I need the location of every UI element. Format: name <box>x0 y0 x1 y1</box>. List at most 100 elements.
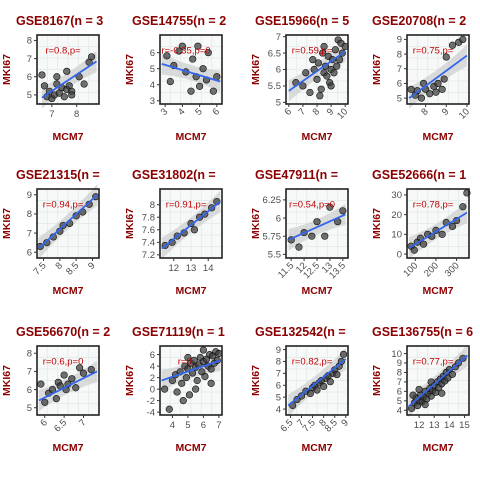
data-point <box>448 41 457 49</box>
y-tick-label: 6.5 <box>268 48 281 59</box>
x-tick-label: 8 <box>419 106 431 118</box>
data-point <box>63 67 71 75</box>
regression-line <box>161 200 221 250</box>
panel-title: GSE56670(n = 2 <box>16 325 110 339</box>
data-point <box>68 375 76 383</box>
data-point <box>178 42 186 50</box>
data-point <box>320 382 328 391</box>
y-tick-label: 4 <box>150 80 155 91</box>
data-point <box>317 85 325 93</box>
x-axis-label: MCM7 <box>423 442 454 454</box>
y-tick-label: 9 <box>397 35 402 46</box>
x-tick-label: 9 <box>325 106 337 118</box>
x-tick-label: 7.5 <box>32 260 49 277</box>
x-tick-label: 10 <box>457 106 472 121</box>
y-tick-label: 8 <box>276 357 281 368</box>
x-tick-label: 6 <box>210 106 222 118</box>
x-tick-label: 9 <box>339 417 351 429</box>
data-point <box>407 85 415 93</box>
y-tick-label: 10 <box>391 349 402 360</box>
x-tick-label: 13 <box>429 420 440 431</box>
y-tick-label: 7 <box>397 377 402 388</box>
correlation-label: r=0.78,p= <box>413 200 454 211</box>
data-point <box>459 35 467 44</box>
x-tick-label: 14 <box>203 263 214 274</box>
y-tick-label: 9 <box>276 345 281 356</box>
data-point <box>306 389 314 398</box>
data-point <box>163 52 171 60</box>
y-tick-label: 30 <box>391 190 402 201</box>
data-point <box>185 391 194 399</box>
y-axis-label: MKI67 <box>124 365 136 396</box>
y-tick-label: -4 <box>147 407 155 418</box>
y-tick-label: 7 <box>27 54 32 65</box>
panel-border <box>159 34 223 105</box>
data-point <box>161 385 169 393</box>
y-axis-label: MKI67 <box>124 54 136 85</box>
data-point <box>201 372 209 381</box>
x-axis-label: MCM7 <box>302 285 333 297</box>
data-point <box>440 75 448 83</box>
data-point <box>193 376 201 385</box>
x-tick-label: 11.5 <box>276 260 296 280</box>
panel-3: r=0.59,p=55.566.576 7 8 910MCM7MKI67GSE1596… <box>250 14 350 143</box>
x-tick-label: 5 <box>193 106 205 118</box>
data-point <box>189 55 197 63</box>
x-tick-label: 10 <box>335 106 350 121</box>
y-axis-label: MKI67 <box>371 365 383 396</box>
x-tick-label: 13 <box>186 263 197 274</box>
y-tick-label: 20 <box>391 210 402 221</box>
x-tick-label: 4 <box>176 106 188 118</box>
y-tick-label: 7.6 <box>142 225 155 236</box>
x-axis-label: MCM7 <box>53 442 84 454</box>
y-tick-label: 6 <box>27 385 32 396</box>
x-axis-label: MCM7 <box>176 131 207 143</box>
x-tick-label: 200 <box>422 260 441 279</box>
y-tick-label: 6 <box>397 79 402 90</box>
data-point <box>421 401 429 409</box>
data-point <box>442 53 450 61</box>
x-axis-label: MCM7 <box>53 285 84 297</box>
x-axis-label: MCM7 <box>176 442 207 454</box>
correlation-label: r=0.94,p= <box>43 200 84 211</box>
x-tick-label: 7.5 <box>301 417 318 434</box>
y-axis-label: MKI67 <box>371 54 383 85</box>
y-tick-label: 6.25 <box>263 195 282 206</box>
y-tick-label: 7 <box>276 369 281 380</box>
regression-line <box>407 354 469 408</box>
data-point <box>87 366 95 374</box>
data-point <box>199 346 207 354</box>
correlation-label: r=0.82,p= <box>292 357 333 368</box>
y-axis-label: MKI67 <box>1 54 13 85</box>
correlation-label: r=0.91,p= <box>166 200 207 211</box>
y-axis-label: MKI67 <box>250 208 262 239</box>
data-point <box>302 69 310 77</box>
panel-title: GSE52666(n = 1 <box>372 168 466 182</box>
panel-title: GSE31802(n = <box>132 168 216 182</box>
panel-title: GSE20708(n = 2 <box>372 14 466 28</box>
x-tick-label: 7 <box>295 417 307 429</box>
data-point <box>196 82 204 90</box>
x-tick-label: 6.5 <box>52 417 69 434</box>
data-point <box>182 374 190 382</box>
panel-title: GSE14755(n = 2 <box>132 14 226 28</box>
panel-border <box>36 345 100 416</box>
x-tick-label: 8.5 <box>323 417 340 434</box>
data-point <box>194 42 202 50</box>
regression-line <box>38 194 98 250</box>
x-tick-label: 14 <box>444 420 455 431</box>
data-point <box>60 93 68 101</box>
data-point <box>40 82 49 90</box>
data-point <box>179 397 187 405</box>
data-point <box>438 85 446 93</box>
regression-line <box>161 63 221 83</box>
panel-border <box>285 345 349 416</box>
x-axis-label: MCM7 <box>423 131 454 143</box>
data-point <box>87 53 96 61</box>
regression-line <box>287 358 347 407</box>
data-point <box>299 82 307 90</box>
x-tick-label: 7 <box>216 420 221 431</box>
